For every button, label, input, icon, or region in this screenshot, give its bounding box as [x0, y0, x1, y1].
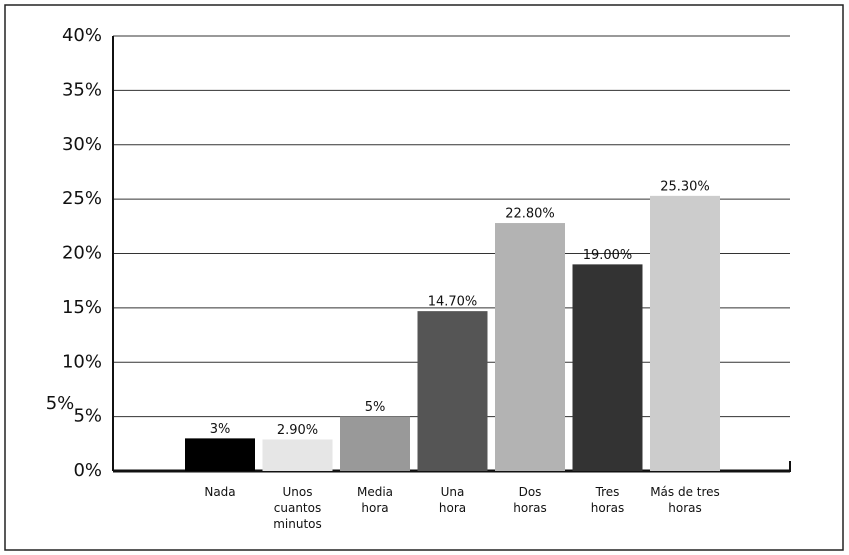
bar: [572, 264, 643, 471]
y-tick-label: 15%: [62, 297, 102, 318]
y-tick-label: 20%: [62, 243, 102, 264]
y-tick-label: 10%: [62, 351, 102, 372]
data-label: 25.30%: [660, 179, 710, 194]
y-tick-label: 40%: [62, 25, 102, 46]
x-tick-label: Tres horas: [590, 485, 625, 515]
data-label: 14.70%: [428, 295, 478, 310]
bar: [340, 416, 410, 471]
bar: [417, 311, 488, 471]
data-label: 22.80%: [505, 207, 555, 222]
y-tick-label: 25%: [62, 188, 102, 209]
x-tick-label: Nada: [204, 485, 236, 499]
y-tick-label: 5%: [73, 406, 102, 427]
x-tick-label: Más de tres horas: [650, 485, 720, 515]
y-tick-label: 30%: [62, 134, 102, 155]
data-label: 5%: [365, 400, 386, 415]
bar: [262, 439, 333, 471]
bar: [495, 223, 565, 471]
x-tick-label: Una hora: [438, 485, 467, 515]
bar: [185, 438, 255, 471]
y-tick-label: 35%: [62, 79, 102, 100]
y-tick-label: 0%: [73, 460, 102, 481]
data-label: 3%: [210, 422, 231, 437]
x-tick-label: Dos horas: [513, 485, 547, 515]
bar: [650, 195, 720, 472]
annotation: 5%: [46, 393, 75, 414]
x-tick-label: Unos cuantos minutos: [273, 485, 322, 531]
data-label: 2.90%: [277, 423, 318, 438]
x-tick-label: Media hora: [356, 485, 394, 515]
data-label: 19.00%: [583, 248, 633, 263]
